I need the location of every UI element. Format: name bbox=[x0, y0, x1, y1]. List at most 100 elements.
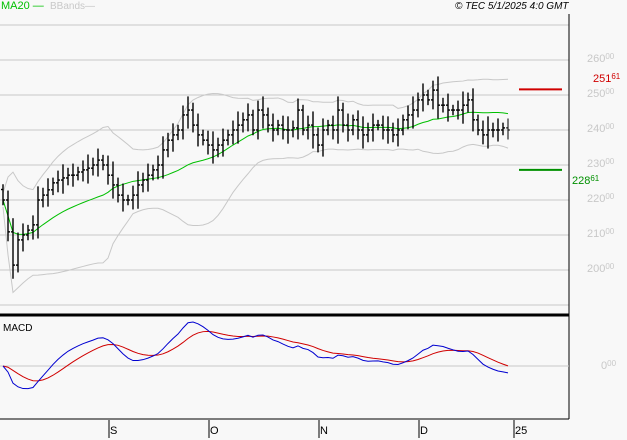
ohlc-bar bbox=[301, 104, 305, 136]
ohlc-bar bbox=[421, 83, 425, 112]
ohlc-bar bbox=[271, 113, 275, 142]
legend-ma20-text: MA20 bbox=[1, 0, 30, 12]
ohlc-bar bbox=[201, 129, 205, 146]
ohlc-bar bbox=[371, 113, 375, 142]
macd-y-tick-label: 000 bbox=[601, 360, 616, 373]
ohlc-bar bbox=[151, 164, 155, 181]
y-tick-label-value: 230 bbox=[587, 158, 606, 170]
ohlc-bar bbox=[101, 154, 105, 171]
ohlc-bar bbox=[316, 127, 320, 153]
ohlc-bar bbox=[206, 130, 210, 155]
ohlc-bar bbox=[426, 89, 430, 106]
ohlc-bar bbox=[251, 109, 255, 136]
ohlc-bar bbox=[231, 120, 235, 145]
ohlc-bar bbox=[81, 160, 85, 182]
y-tick-label-value: 240 bbox=[587, 123, 606, 135]
ohlc-bar bbox=[111, 161, 115, 199]
ohlc-bar bbox=[41, 187, 45, 208]
y-tick-label: 23000 bbox=[587, 158, 614, 171]
ohlc-bar bbox=[461, 91, 465, 124]
ohlc-bar bbox=[156, 155, 160, 180]
y-tick-label: 20000 bbox=[587, 263, 614, 276]
support-label-value: 228 bbox=[572, 175, 591, 187]
y-tick-label-decimals: 00 bbox=[605, 87, 615, 96]
y-tick-label-value: 250 bbox=[587, 88, 606, 100]
ohlc-bar bbox=[326, 119, 330, 136]
y-tick-label-value: 210 bbox=[587, 228, 606, 240]
y-tick-label: 21000 bbox=[587, 228, 614, 241]
ohlc-bar bbox=[6, 190, 10, 242]
ohlc-bar bbox=[331, 115, 335, 140]
y-tick-label-decimals: 00 bbox=[605, 52, 615, 61]
ohlc-bar bbox=[406, 105, 410, 130]
ohlc-bar bbox=[466, 92, 470, 113]
y-tick-label-value: 220 bbox=[587, 193, 606, 205]
ohlc-bar bbox=[221, 128, 225, 157]
ohlc-bar bbox=[291, 120, 295, 138]
legend-ma20: MA20 — bbox=[1, 0, 44, 12]
ohlc-bar bbox=[91, 157, 95, 176]
ohlc-bar bbox=[446, 93, 450, 122]
legend-bbands-text: BBands bbox=[50, 1, 86, 12]
ohlc-bar bbox=[336, 96, 340, 144]
ohlc-bar bbox=[186, 96, 190, 129]
ohlc-bar bbox=[451, 104, 455, 116]
x-tick-label: N bbox=[320, 425, 328, 437]
ohlc-bar bbox=[196, 113, 200, 147]
ohlc-bar bbox=[296, 98, 300, 140]
ohlc-bar bbox=[31, 215, 35, 240]
ohlc-bar bbox=[481, 120, 485, 145]
ohlc-bar bbox=[121, 183, 125, 212]
ohlc-bar bbox=[361, 116, 365, 149]
y-tick-label: 25000 bbox=[587, 88, 614, 101]
ohlc-bar bbox=[131, 185, 135, 210]
ohlc-bar bbox=[441, 97, 445, 113]
ohlc-bar bbox=[76, 166, 80, 181]
y-tick-label: 26000 bbox=[587, 53, 614, 66]
ohlc-bar bbox=[56, 170, 60, 193]
ohlc-bar bbox=[241, 112, 245, 133]
y-tick-label: 22000 bbox=[587, 193, 614, 206]
macd-signal-line bbox=[2, 330, 509, 382]
ohlc-bar bbox=[286, 116, 290, 144]
ohlc-bar bbox=[341, 102, 345, 133]
ohlc-bar bbox=[396, 118, 400, 147]
ohlc-bar bbox=[471, 88, 475, 132]
resistance-label: 25161 bbox=[593, 73, 620, 86]
ohlc-bar bbox=[236, 111, 240, 144]
ohlc-bar bbox=[246, 103, 250, 132]
y-tick-label: 24000 bbox=[587, 123, 614, 136]
ohlc-bar bbox=[61, 164, 65, 194]
ohlc-bar bbox=[46, 178, 50, 207]
ohlc-bar bbox=[106, 155, 110, 185]
ohlc-bar bbox=[71, 163, 75, 187]
ohlc-bar bbox=[51, 177, 55, 196]
ohlc-bar bbox=[436, 76, 440, 119]
y-tick-label-value: 200 bbox=[587, 263, 606, 275]
ohlc-bar bbox=[496, 118, 500, 142]
ohlc-bar bbox=[261, 96, 265, 129]
ohlc-bar bbox=[256, 100, 260, 140]
ohlc-bar bbox=[476, 114, 480, 136]
ohlc-bar bbox=[351, 114, 355, 136]
ohlc-bar bbox=[136, 171, 140, 209]
ohlc-bar bbox=[216, 137, 220, 158]
bollinger-lower-line bbox=[2, 143, 509, 294]
x-tick-label: S bbox=[110, 425, 118, 437]
x-tick-label: 25 bbox=[515, 425, 528, 437]
ohlc-bar bbox=[176, 124, 180, 141]
ohlc-bar bbox=[321, 118, 325, 157]
bollinger-upper-line bbox=[2, 78, 509, 194]
ohlc-bar bbox=[161, 136, 165, 179]
ohlc-bar bbox=[386, 116, 390, 144]
x-tick-label: D bbox=[420, 425, 428, 437]
ohlc-bar bbox=[411, 96, 415, 129]
legend-bbands: BBands— bbox=[50, 1, 96, 12]
y-tick-label-decimals: 00 bbox=[605, 227, 615, 236]
ohlc-bar bbox=[506, 118, 510, 140]
ohlc-bar bbox=[346, 113, 350, 142]
resistance-label-decimals: 61 bbox=[611, 72, 621, 81]
ohlc-bar bbox=[226, 129, 230, 146]
y-tick-label-decimals: 00 bbox=[605, 262, 615, 271]
